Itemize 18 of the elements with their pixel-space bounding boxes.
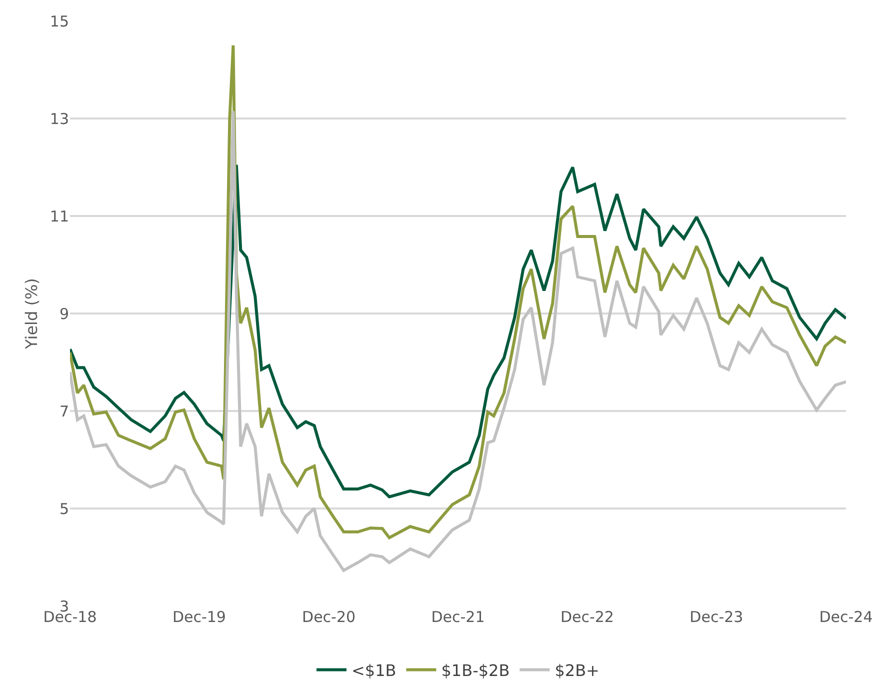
y-tick-label: 13 [50,110,69,128]
legend-label: $2B+ [554,660,600,680]
y-tick-label: 5 [59,500,69,518]
y-tick-label: 7 [59,402,69,420]
y-axis-title: Yield (%) [22,278,41,350]
y-tick-label: 11 [50,207,69,226]
x-tick-label: Dec-24 [819,608,873,626]
y-tick-label: 9 [59,304,69,323]
legend-label: $1B-$2B [441,660,510,680]
x-tick-label: Dec-23 [690,608,744,626]
x-tick-label: Dec-22 [560,608,614,626]
x-tick-label: Dec-21 [431,608,485,626]
line-series [70,110,846,572]
x-tick-label: Dec-19 [172,608,226,626]
line-series [70,44,846,540]
legend-label: <$1B [352,660,396,680]
x-tick-label: Dec-20 [302,608,356,626]
y-tick-label: 15 [50,12,69,30]
